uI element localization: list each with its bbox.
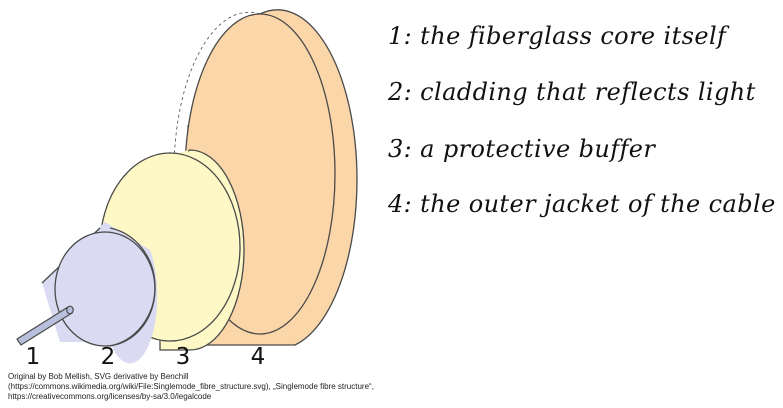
legend-outer-jacket: 4: the outer jacket of the cable xyxy=(388,190,776,218)
layer-number-3: 3 xyxy=(176,344,191,370)
legend-cladding: 2: cladding that reflects light xyxy=(388,78,756,106)
image-credit: Original by Bob Mellish, SVG derivative … xyxy=(8,372,374,401)
layer-number-2: 2 xyxy=(101,344,116,370)
legend-protective-buffer: 3: a protective buffer xyxy=(388,135,656,163)
legend-fiberglass-core: 1: the fiberglass core itself xyxy=(388,22,727,50)
cladding-right-rim xyxy=(109,227,156,347)
layer-number-1: 1 xyxy=(26,344,41,370)
layer-number-4: 4 xyxy=(251,344,266,370)
fibre-core-tip xyxy=(66,305,74,315)
